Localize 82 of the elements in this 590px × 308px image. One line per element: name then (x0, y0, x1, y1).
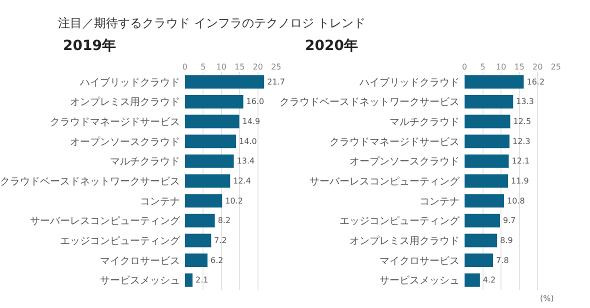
y-tick-label: エッジコンピューティング (340, 216, 461, 228)
bar (464, 75, 524, 89)
bar (184, 234, 212, 248)
y-tick-label: クラウドベースドネットワークサービス (280, 97, 460, 108)
bar (464, 214, 500, 228)
x-axis-title: (%) (540, 294, 554, 303)
y-tick-label: クラウドマネージドサービス (50, 117, 180, 128)
x-tick-label: 15 (234, 62, 245, 72)
data-label: 13.3 (516, 97, 534, 106)
data-label: 21.7 (267, 77, 285, 86)
x-tick-label: 10 (216, 62, 226, 72)
y-tick-label: サービスメッシュ (380, 276, 460, 287)
bar (184, 154, 234, 168)
data-label: 16.0 (246, 97, 264, 106)
y-tick-label: マイクロサービス (100, 256, 180, 267)
bar (464, 114, 510, 128)
bar (184, 94, 244, 108)
bar (184, 114, 240, 128)
y-tick-label: マイクロサービス (380, 256, 460, 267)
data-label: 12.4 (233, 176, 251, 186)
data-label: 13.4 (236, 156, 255, 166)
data-label: 10.2 (225, 196, 243, 206)
x-tick-label: 10 (496, 62, 506, 72)
data-label: 6.2 (210, 256, 224, 265)
y-tick-label: コンテナ (140, 196, 180, 208)
x-tick-label: 25 (271, 62, 282, 72)
bar (184, 214, 215, 228)
x-tick-label: 0 (462, 62, 468, 72)
data-label: 12.3 (512, 136, 530, 146)
y-tick-label: サービスメッシュ (100, 276, 180, 287)
data-label: 2.1 (196, 276, 208, 285)
y-tick-label: サーバーレスコンピューティング (310, 176, 461, 188)
data-label: 10.8 (507, 196, 525, 206)
y-tick-label: オープンソースクラウド (350, 156, 460, 168)
bar (184, 194, 222, 208)
data-label: 7.2 (214, 236, 227, 245)
y-tick-label: エッジコンピューティング (60, 236, 181, 247)
bar (464, 273, 480, 287)
data-label: 11.9 (511, 176, 529, 186)
chart-subtitle: 2019年 (63, 38, 116, 54)
x-tick-label: 20 (252, 62, 263, 72)
y-tick-label: クラウドマネージドサービス (330, 136, 460, 148)
x-tick-label: 0 (182, 62, 188, 72)
data-label: 14.0 (238, 136, 257, 146)
x-tick-label: 5 (480, 62, 486, 72)
bar (464, 154, 509, 168)
data-label: 9.7 (502, 216, 516, 226)
x-tick-label: 15 (514, 62, 524, 72)
y-tick-label: サーバーレスコンピューティング (30, 216, 181, 228)
y-tick-label: マルチクラウド (390, 117, 460, 128)
y-tick-label: ハイブリッドクラウド (358, 76, 460, 88)
bar (464, 94, 514, 108)
data-label: 12.1 (512, 156, 530, 166)
data-label: 14.9 (242, 117, 260, 126)
y-tick-label: コンテナ (420, 196, 460, 208)
bar (464, 254, 494, 268)
bar (184, 75, 264, 89)
data-label: 8.9 (500, 236, 513, 245)
y-tick-label: オンプレミス用クラウド (350, 234, 460, 247)
bar (464, 134, 510, 148)
chart-title: 注目／期待するクラウド インフラのテクノロジ トレンド (58, 16, 366, 30)
data-label: 12.5 (513, 117, 532, 126)
y-tick-label: ハイブリッドクラウド (78, 76, 180, 88)
x-tick-label: 25 (550, 62, 561, 72)
bar (184, 273, 193, 287)
bar (464, 234, 498, 248)
data-label: 16.2 (526, 77, 545, 86)
y-tick-label: オープンソースクラウド (70, 136, 180, 148)
bar (184, 254, 208, 268)
data-label: 8.2 (218, 216, 231, 226)
x-tick-label: 5 (200, 62, 206, 72)
y-tick-label: クラウドベースドネットワークサービス (0, 176, 180, 188)
x-tick-label: 20 (532, 62, 543, 72)
data-label: 4.2 (482, 276, 496, 285)
y-tick-label: マルチクラウド (110, 156, 180, 168)
bar (464, 194, 504, 208)
text: 2020年 (305, 38, 358, 54)
bar (184, 134, 236, 148)
data-label: 7.8 (496, 256, 509, 265)
bar (184, 174, 230, 188)
y-tick-label: オンプレミス用クラウド (70, 96, 180, 108)
bar (464, 174, 508, 188)
